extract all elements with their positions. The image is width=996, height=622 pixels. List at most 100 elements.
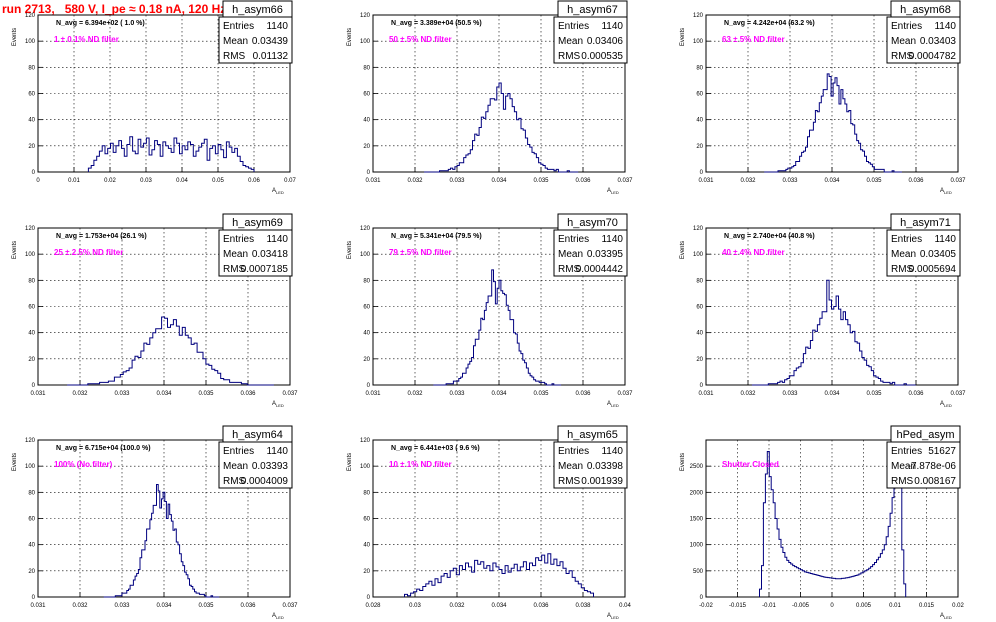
y-tick-label: 20 bbox=[363, 144, 370, 150]
stats-label-entries: Entries bbox=[558, 21, 589, 32]
filter-label: 10 ± 1% ND filter bbox=[389, 460, 452, 469]
y-tick-label: 80 bbox=[363, 490, 370, 496]
x-tick-label: 0.031 bbox=[30, 603, 46, 609]
x-tick-label: 0.03 bbox=[409, 603, 421, 609]
stats-box bbox=[886, 16, 961, 64]
y-tick-label: 2500 bbox=[690, 464, 704, 470]
y-tick-label: 0 bbox=[367, 170, 371, 176]
stats-label-mean: Mean bbox=[558, 36, 583, 47]
x-tick-label: 0.031 bbox=[365, 178, 381, 184]
x-tick-label: 0.032 bbox=[740, 178, 756, 184]
n-avg-label: N_avg = 6.441e+03 ( 9.6 %) bbox=[391, 445, 480, 452]
y-tick-label: 100 bbox=[360, 252, 371, 258]
y-tick-label: 100 bbox=[25, 464, 36, 470]
x-tick-label: 0.037 bbox=[950, 178, 966, 184]
n-avg-label: N_avg = 1.753e+04 (26.1 %) bbox=[56, 233, 147, 240]
filter-label: 100% (No filter) bbox=[54, 460, 113, 469]
stats-value-rms: 0.000535 bbox=[581, 51, 623, 62]
histogram-series-h_asym66 bbox=[87, 136, 255, 172]
x-tick-label: 0.031 bbox=[698, 391, 714, 397]
y-tick-label: 20 bbox=[28, 569, 35, 575]
y-tick-label: 20 bbox=[28, 144, 35, 150]
y-tick-label: 20 bbox=[28, 357, 35, 363]
x-tick-label: 0.01 bbox=[889, 603, 901, 609]
y-tick-label: 60 bbox=[28, 517, 35, 523]
x-tick-label: 0.033 bbox=[449, 178, 465, 184]
stats-label-mean: Mean bbox=[223, 461, 248, 472]
x-tick-label: -0.01 bbox=[762, 603, 776, 609]
y-tick-label: 60 bbox=[363, 92, 370, 98]
stats-label-entries: Entries bbox=[223, 21, 254, 32]
x-tick-label: 0.01 bbox=[68, 178, 80, 184]
stats-box bbox=[218, 229, 293, 277]
stats-value-mean: 0.03393 bbox=[252, 461, 289, 472]
y-tick-label: 120 bbox=[360, 226, 371, 232]
stats-box bbox=[886, 229, 961, 277]
stats-title: h_asym68 bbox=[900, 4, 951, 16]
stats-value-entries: 51627 bbox=[928, 446, 956, 457]
histogram-panel-h_asym70: 0.031 0.032 0.033 0.034 0.035 0.036 0.037 0 20 40… bbox=[347, 213, 633, 408]
histogram-series-h_asym69 bbox=[67, 316, 274, 386]
x-tick-label: 0.031 bbox=[698, 178, 714, 184]
y-tick-label: 0 bbox=[700, 170, 704, 176]
stats-label-mean: Mean bbox=[223, 249, 248, 260]
stats-value-rms: 0.0004442 bbox=[576, 264, 624, 275]
x-axis-label-subscript: LED bbox=[276, 615, 284, 620]
stats-title: hPed_asym bbox=[896, 429, 954, 441]
y-tick-label: 100 bbox=[25, 39, 36, 45]
stats-label-rms: RMS bbox=[558, 51, 581, 62]
stats-label-entries: Entries bbox=[891, 446, 922, 457]
x-tick-label: 0.031 bbox=[365, 391, 381, 397]
y-tick-label: 0 bbox=[367, 383, 371, 389]
stats-label-mean: Mean bbox=[558, 461, 583, 472]
y-tick-label: 0 bbox=[32, 170, 36, 176]
stats-value-rms: 0.0007185 bbox=[241, 264, 289, 275]
y-tick-label: 80 bbox=[363, 65, 370, 71]
y-tick-label: 60 bbox=[28, 92, 35, 98]
filter-label: 63 ± 5% ND filter bbox=[722, 35, 785, 44]
stats-value-entries: 1140 bbox=[266, 21, 288, 32]
stats-value-entries: 1140 bbox=[934, 21, 956, 32]
y-tick-label: 60 bbox=[696, 92, 703, 98]
y-tick-label: 120 bbox=[693, 13, 704, 19]
y-tick-label: 0 bbox=[32, 595, 36, 601]
x-tick-label: 0.033 bbox=[782, 391, 798, 397]
stats-box bbox=[886, 441, 961, 489]
x-tick-label: -0.02 bbox=[699, 603, 713, 609]
y-tick-label: 40 bbox=[363, 331, 370, 337]
histogram-panel-h_asym66: 0 0.01 0.02 0.03 0.04 0.05 0.06 0.07 0 20 40 60 80 10… bbox=[12, 0, 296, 195]
x-tick-label: 0.032 bbox=[407, 391, 423, 397]
x-axis-label: ALED bbox=[607, 613, 619, 620]
y-axis-label: Events bbox=[680, 28, 686, 46]
stats-value-mean: 0.03406 bbox=[587, 36, 624, 47]
stats-title: h_asym69 bbox=[232, 217, 283, 229]
stats-value-entries: 1140 bbox=[601, 446, 623, 457]
filter-label: 79 ± 5% ND filter bbox=[389, 248, 452, 257]
y-tick-label: 40 bbox=[696, 331, 703, 337]
y-tick-label: 40 bbox=[696, 118, 703, 124]
y-tick-label: 0 bbox=[700, 595, 704, 601]
x-tick-label: 0.037 bbox=[282, 603, 298, 609]
y-tick-label: 100 bbox=[25, 252, 36, 258]
stats-box bbox=[218, 441, 293, 489]
y-tick-label: 20 bbox=[363, 569, 370, 575]
x-axis-label: ALED bbox=[272, 401, 284, 408]
stats-title: h_asym65 bbox=[567, 429, 618, 441]
stats-label-rms: RMS bbox=[558, 476, 581, 487]
filter-label: 1 ± 0.1% ND filter bbox=[54, 35, 119, 44]
x-tick-label: 0.038 bbox=[575, 603, 591, 609]
x-tick-label: 0.036 bbox=[908, 178, 924, 184]
histogram-series-hPed_asym bbox=[759, 451, 907, 597]
stats-title: h_asym64 bbox=[232, 429, 283, 441]
stats-value-rms: 0.001939 bbox=[581, 476, 623, 487]
stats-value-mean: 0.03395 bbox=[587, 249, 624, 260]
x-axis-label: ALED bbox=[940, 188, 952, 195]
histogram-series-h_asym71 bbox=[751, 279, 916, 386]
stats-value-mean: 0.03418 bbox=[252, 249, 289, 260]
stats-label-rms: RMS bbox=[223, 264, 246, 275]
x-tick-label: 0.032 bbox=[740, 391, 756, 397]
x-tick-label: 0.036 bbox=[240, 603, 256, 609]
x-axis-label-subscript: LED bbox=[944, 403, 952, 408]
stats-label-rms: RMS bbox=[891, 51, 914, 62]
y-axis-label: Events bbox=[347, 453, 353, 471]
